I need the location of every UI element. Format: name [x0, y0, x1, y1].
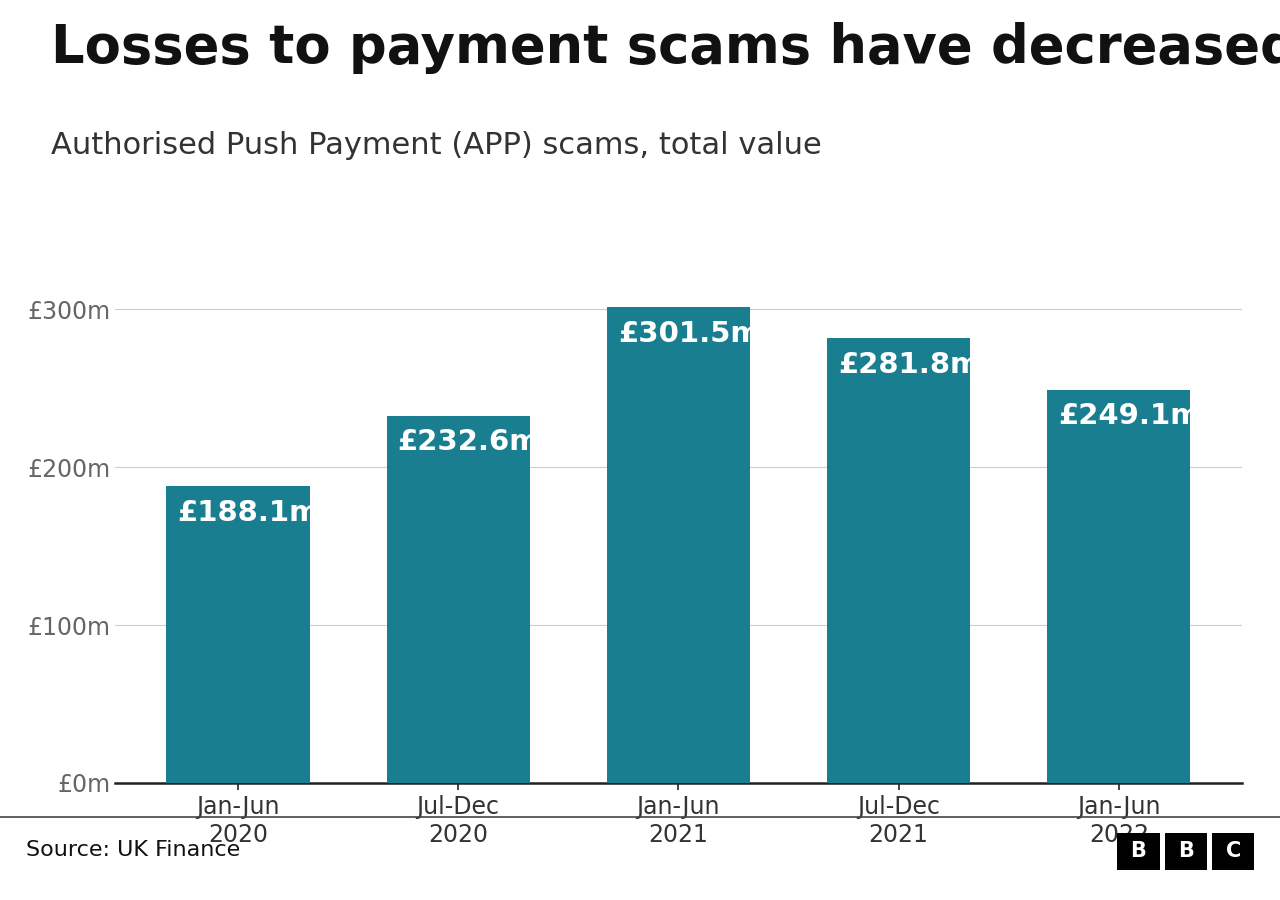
Bar — [827, 338, 970, 783]
Text: Authorised Push Payment (APP) scams, total value: Authorised Push Payment (APP) scams, tot… — [51, 130, 822, 159]
Bar — [607, 307, 750, 783]
Text: £301.5m: £301.5m — [618, 320, 760, 347]
Text: B: B — [1178, 842, 1194, 861]
Bar — [387, 416, 530, 783]
Bar — [166, 486, 310, 783]
Text: £281.8m: £281.8m — [838, 351, 980, 379]
Text: C: C — [1226, 842, 1240, 861]
Bar — [1047, 390, 1190, 783]
Text: £188.1m: £188.1m — [178, 499, 320, 526]
Text: Source: UK Finance: Source: UK Finance — [26, 841, 239, 860]
Text: £232.6m: £232.6m — [398, 428, 540, 456]
Text: B: B — [1130, 842, 1147, 861]
Text: Losses to payment scams have decreased: Losses to payment scams have decreased — [51, 22, 1280, 75]
Text: £249.1m: £249.1m — [1059, 402, 1201, 430]
